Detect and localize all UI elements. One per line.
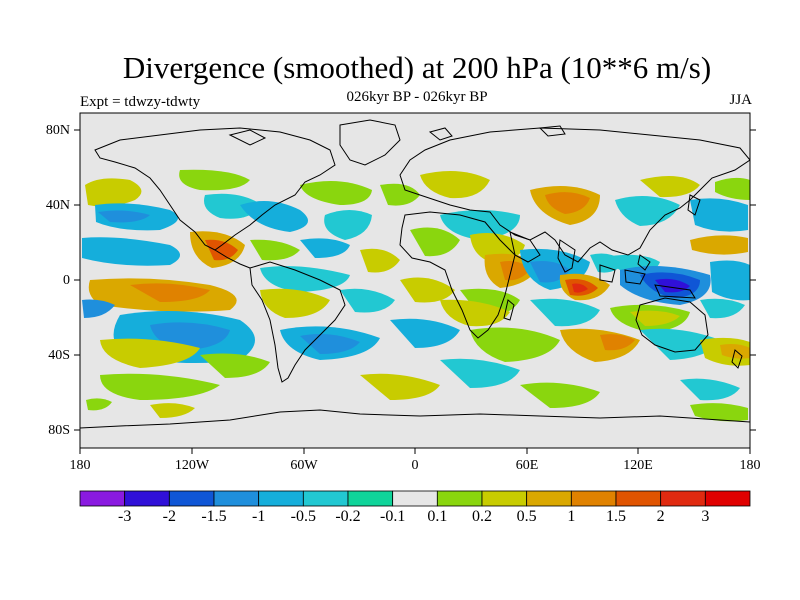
colorbar-label: 0.5 xyxy=(516,508,537,525)
colorbar-label: -0.2 xyxy=(335,508,361,525)
colorbar-label: 3 xyxy=(701,508,710,525)
colorbar-label: -0.5 xyxy=(290,508,316,525)
colorbar-swatch xyxy=(526,490,572,507)
lon-tick-180w: 180 xyxy=(69,458,91,473)
coastlines xyxy=(80,119,750,429)
colorbar-label: -3 xyxy=(117,508,132,525)
colorbar-label: -1 xyxy=(251,508,266,525)
colorbar-label: -2 xyxy=(162,508,176,525)
colorbar-label: 1.5 xyxy=(606,508,626,525)
tick-marks xyxy=(74,129,756,454)
lat-tick-40s: 40S xyxy=(48,348,70,363)
plot-title: Divergence (smoothed) at 200 hPa (10**6 … xyxy=(122,50,712,85)
colorbar xyxy=(79,490,751,507)
colorbar-label: -0.1 xyxy=(379,508,406,525)
lat-tick-0: 0 xyxy=(63,273,70,288)
colorbar-swatch xyxy=(258,490,304,507)
colorbar-swatch xyxy=(436,490,483,507)
colorbar-swatch xyxy=(660,490,706,507)
plot-subtitle: 026kyr BP - 026kyr BP xyxy=(346,89,488,105)
colorbar-swatch xyxy=(570,490,617,507)
lat-tick-80s: 80S xyxy=(48,423,70,438)
colorbar-label: 1 xyxy=(567,508,576,525)
experiment-label: Expt = tdwzy-tdwty xyxy=(80,94,201,110)
lon-tick-60e: 60E xyxy=(515,458,539,473)
colorbar-swatch xyxy=(392,490,438,507)
divergence-field xyxy=(82,169,750,422)
lon-tick-60w: 60W xyxy=(290,458,318,473)
season-label: JJA xyxy=(729,92,752,108)
colorbar-swatch xyxy=(79,490,126,507)
colorbar-swatch xyxy=(481,490,528,507)
lon-tick-120w: 120W xyxy=(174,458,210,473)
lon-tick-120e: 120E xyxy=(623,458,653,473)
colorbar-swatch xyxy=(347,490,394,507)
lat-tick-40n: 40N xyxy=(45,198,70,213)
lon-tick-180e: 180 xyxy=(739,458,761,473)
colorbar-label: 0.2 xyxy=(472,508,492,525)
lat-tick-80n: 80N xyxy=(45,123,70,138)
colorbar-swatch xyxy=(302,490,349,507)
colorbar-swatch xyxy=(168,490,215,507)
colorbar-swatch xyxy=(704,490,751,507)
colorbar-swatch xyxy=(615,490,662,507)
colorbar-swatch xyxy=(213,490,260,507)
lon-tick-0: 0 xyxy=(411,458,419,473)
colorbar-label: 0.1 xyxy=(427,508,448,525)
colorbar-swatch xyxy=(124,490,170,507)
colorbar-label: -1.5 xyxy=(201,508,227,525)
colorbar-label: 2 xyxy=(656,508,665,525)
